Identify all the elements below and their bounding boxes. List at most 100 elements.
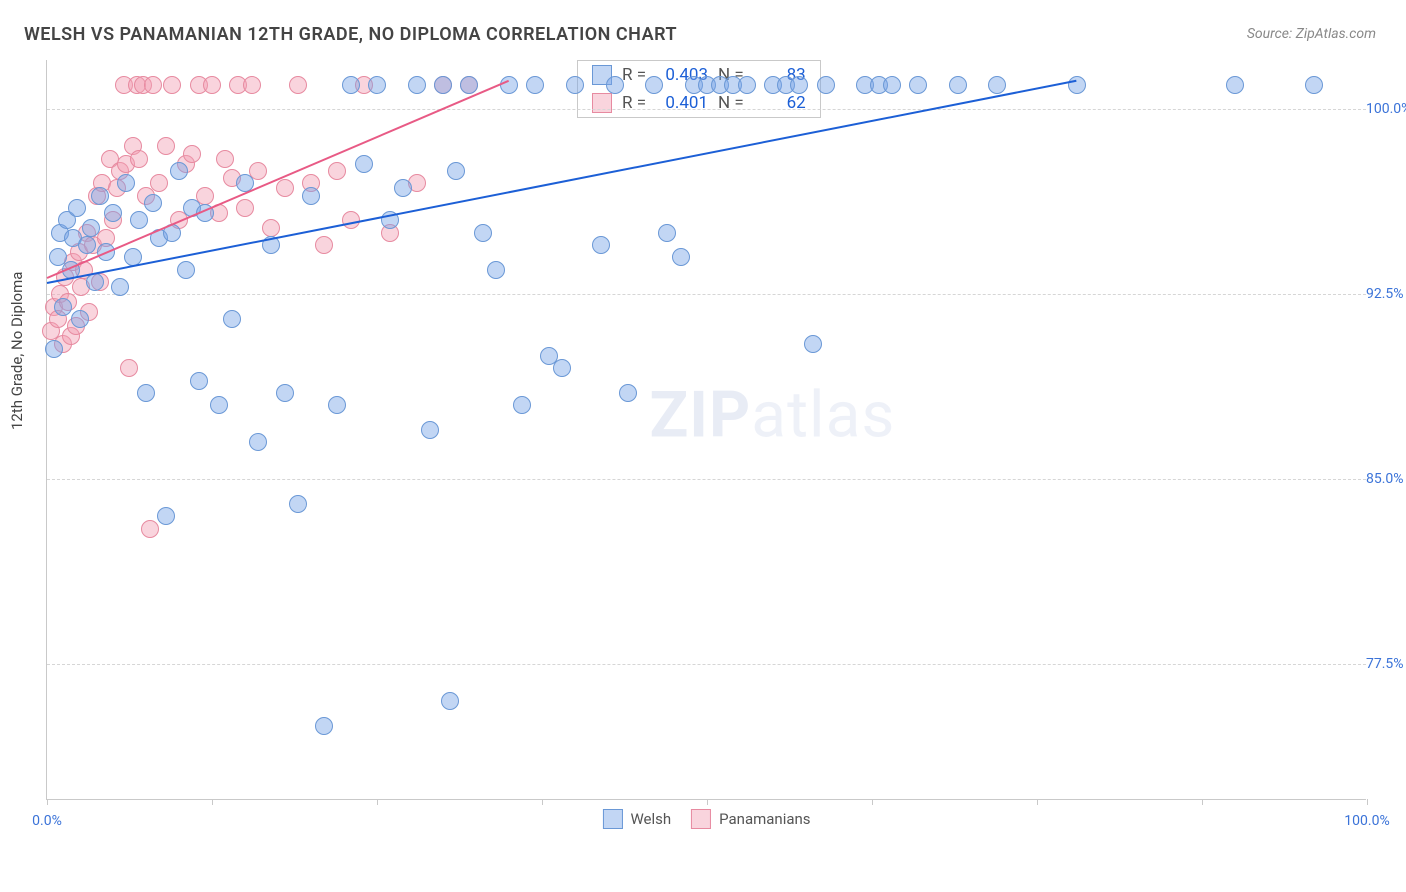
gridline-h <box>47 479 1366 480</box>
data-point <box>658 224 676 242</box>
data-point <box>487 261 505 279</box>
bottom-legend: Welsh Panamanians <box>602 809 810 829</box>
data-point <box>236 199 254 217</box>
data-point <box>78 236 96 254</box>
xtick <box>872 799 873 805</box>
trend-line <box>47 80 1077 284</box>
data-point <box>163 76 181 94</box>
watermark-light: atlas <box>751 377 895 452</box>
data-point <box>177 261 195 279</box>
data-point <box>223 310 241 328</box>
xtick <box>212 799 213 805</box>
xtick-label: 0.0% <box>32 813 62 829</box>
ytick-label: 100.0% <box>1366 101 1406 117</box>
data-point <box>157 137 175 155</box>
data-point <box>394 179 412 197</box>
data-point <box>120 359 138 377</box>
data-point <box>315 236 333 254</box>
data-point <box>421 421 439 439</box>
data-point <box>553 359 571 377</box>
data-point <box>355 155 373 173</box>
legend-label: Welsh <box>630 810 671 828</box>
data-point <box>328 396 346 414</box>
chart-title: WELSH VS PANAMANIAN 12TH GRADE, NO DIPLO… <box>24 24 677 45</box>
data-point <box>672 248 690 266</box>
data-point <box>1305 76 1323 94</box>
data-point <box>141 520 159 538</box>
data-point <box>104 204 122 222</box>
data-point <box>111 278 129 296</box>
chart-container: WELSH VS PANAMANIAN 12TH GRADE, NO DIPLO… <box>0 0 1406 892</box>
data-point <box>790 76 808 94</box>
data-point <box>619 384 637 402</box>
data-point <box>210 396 228 414</box>
data-point <box>243 76 261 94</box>
plot-area: ZIPatlas R = 0.403 N = 83 R = 0.401 N = … <box>46 60 1366 800</box>
data-point <box>249 433 267 451</box>
data-point <box>45 340 63 358</box>
data-point <box>289 495 307 513</box>
data-point <box>157 507 175 525</box>
legend-item-welsh: Welsh <box>602 809 671 829</box>
data-point <box>434 76 452 94</box>
xtick <box>1037 799 1038 805</box>
data-point <box>54 298 72 316</box>
data-point <box>804 335 822 353</box>
data-point <box>82 219 100 237</box>
data-point <box>988 76 1006 94</box>
data-point <box>137 384 155 402</box>
data-point <box>474 224 492 242</box>
data-point <box>408 76 426 94</box>
data-point <box>949 76 967 94</box>
data-point <box>144 76 162 94</box>
data-point <box>71 310 89 328</box>
data-point <box>526 76 544 94</box>
data-point <box>500 76 518 94</box>
data-point <box>460 76 478 94</box>
data-point <box>170 162 188 180</box>
ytick-label: 92.5% <box>1366 286 1406 302</box>
source-label: Source: ZipAtlas.com <box>1247 26 1376 42</box>
data-point <box>566 76 584 94</box>
swatch-pink-icon <box>691 809 711 829</box>
xtick <box>377 799 378 805</box>
data-point <box>645 76 663 94</box>
gridline-h <box>47 664 1366 665</box>
xtick <box>707 799 708 805</box>
watermark-bold: ZIP <box>649 377 751 452</box>
data-point <box>738 76 756 94</box>
data-point <box>447 162 465 180</box>
xtick <box>1202 799 1203 805</box>
legend-label: Panamanians <box>719 810 810 828</box>
data-point <box>1068 76 1086 94</box>
r-label: R = <box>622 65 646 85</box>
xtick-label: 100.0% <box>1344 813 1389 829</box>
data-point <box>817 76 835 94</box>
data-point <box>606 76 624 94</box>
ytick-label: 85.0% <box>1366 471 1406 487</box>
watermark: ZIPatlas <box>649 377 895 452</box>
data-point <box>262 219 280 237</box>
data-point <box>328 162 346 180</box>
ytick-label: 77.5% <box>1366 656 1406 672</box>
legend-item-panamanians: Panamanians <box>691 809 810 829</box>
data-point <box>883 76 901 94</box>
data-point <box>289 76 307 94</box>
data-point <box>68 199 86 217</box>
y-axis-label: 12th Grade, No Diploma <box>8 272 26 430</box>
data-point <box>91 187 109 205</box>
data-point <box>368 76 386 94</box>
data-point <box>315 717 333 735</box>
data-point <box>130 211 148 229</box>
data-point <box>513 396 531 414</box>
swatch-blue-icon <box>602 809 622 829</box>
data-point <box>342 76 360 94</box>
gridline-h <box>47 294 1366 295</box>
data-point <box>216 150 234 168</box>
data-point <box>203 76 221 94</box>
xtick <box>47 799 48 805</box>
data-point <box>276 179 294 197</box>
data-point <box>592 236 610 254</box>
data-point <box>1226 76 1244 94</box>
data-point <box>441 692 459 710</box>
